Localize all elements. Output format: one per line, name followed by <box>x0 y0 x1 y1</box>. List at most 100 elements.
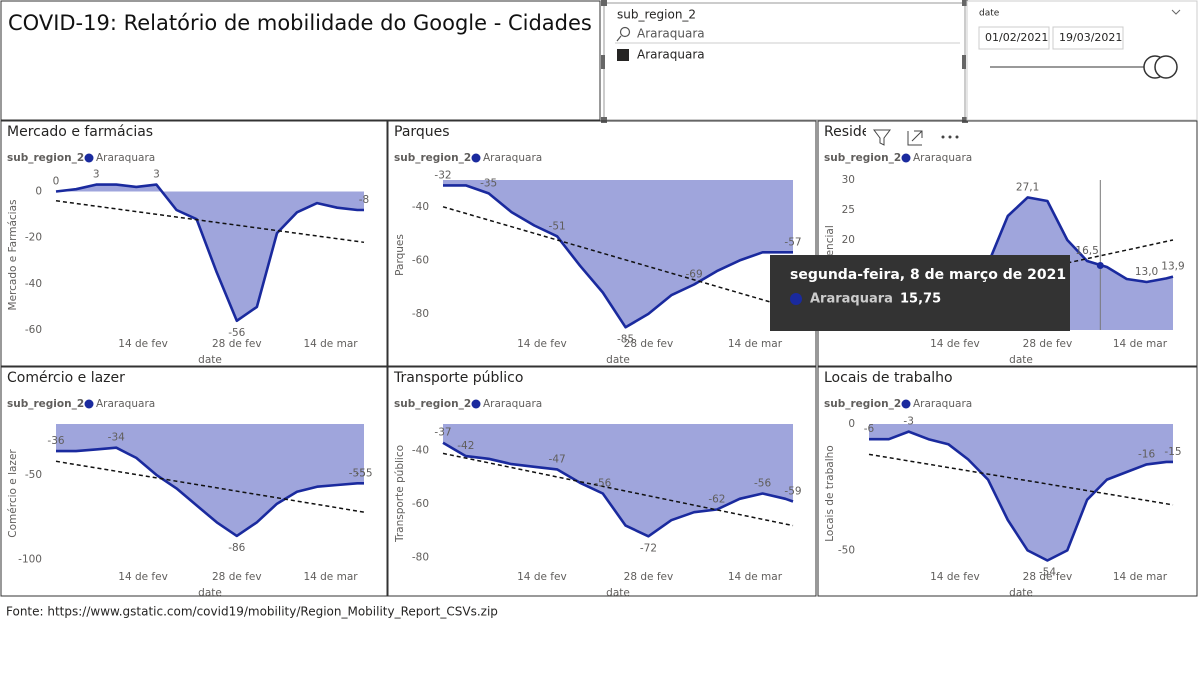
footer-source: Fonte: https://www.gstatic.com/covid19/m… <box>6 605 498 619</box>
x-tick-label: 14 de fev <box>930 571 980 583</box>
chart-title: Transporte público <box>393 370 523 386</box>
chevron[interactable] <box>1171 9 1181 15</box>
y-tick-label: -50 <box>25 469 42 481</box>
legend-title: sub_region_2 <box>7 398 84 410</box>
area <box>869 424 1173 561</box>
y-tick-label: -80 <box>412 552 429 564</box>
slicer-checkbox[interactable] <box>617 49 629 61</box>
panels <box>0 120 1198 597</box>
end-date[interactable]: 19/03/2021 <box>1059 31 1122 44</box>
trend-line <box>442 452 794 527</box>
y-tick-label: 20 <box>842 234 855 246</box>
data-label: -55 <box>355 467 372 479</box>
y-tick-label: -100 <box>18 554 42 566</box>
data-label: -56 <box>228 327 245 339</box>
x-tick-label: 14 de mar <box>728 571 783 583</box>
legend-title: sub_region_2 <box>394 398 471 410</box>
y-tick-label: -40 <box>412 201 429 213</box>
search-icon-handle <box>616 35 622 42</box>
data-label: -16 <box>1138 448 1155 460</box>
data-label: -56 <box>594 478 611 490</box>
legend-entry: Araraquara <box>96 152 155 164</box>
y-tick-label: -60 <box>25 324 42 336</box>
tooltip-title: segunda-feira, 8 de março de 2021 <box>790 267 1066 283</box>
legend-swatch <box>901 153 911 163</box>
area <box>443 424 793 537</box>
slider-handle[interactable] <box>1154 55 1178 79</box>
slicer-item[interactable]: Araraquara <box>637 48 705 62</box>
legend-entry: Araraquara <box>483 152 542 164</box>
data-label: -54 <box>1039 566 1056 578</box>
legend-title: sub_region_2 <box>824 398 901 410</box>
x-axis-title: date <box>198 587 222 599</box>
x-axis-title: date <box>1009 354 1033 366</box>
start-date-box[interactable] <box>978 26 1050 50</box>
chart-title: Locais de trabalho <box>824 370 953 386</box>
legend-swatch <box>901 399 911 409</box>
chart-title: Mercado e farmácias <box>7 124 153 140</box>
data-label: -8 <box>359 194 369 206</box>
y-tick-label: 0 <box>848 418 855 430</box>
filter-icon[interactable] <box>873 129 891 146</box>
legend-title: sub_region_2 <box>7 152 84 164</box>
tooltip-value: 15,75 <box>900 292 941 307</box>
data-label: -15 <box>1164 446 1181 458</box>
search-icon <box>619 26 631 38</box>
end-date-box[interactable] <box>1052 26 1124 50</box>
line <box>443 184 793 329</box>
line <box>55 183 364 323</box>
data-label: -37 <box>434 427 451 439</box>
page-title: COVID-19: Relatório de mobilidade do Goo… <box>8 11 592 35</box>
tooltip-series: Araraquara <box>810 292 893 307</box>
trend-line <box>868 453 1174 506</box>
visual-header-icons <box>866 124 966 146</box>
x-tick-label: 28 de fev <box>624 571 674 583</box>
data-label: -34 <box>108 432 125 444</box>
slicer-handles <box>601 0 968 123</box>
legend-swatch <box>84 153 94 163</box>
data-label: -72 <box>640 542 657 554</box>
legend-swatch <box>84 399 94 409</box>
y-tick-label: 30 <box>842 174 855 186</box>
x-tick-label: 14 de mar <box>303 338 358 350</box>
focus-icon[interactable] <box>907 130 923 146</box>
start-date[interactable]: 01/02/2021 <box>985 31 1048 44</box>
y-tick-label: 0 <box>35 186 42 198</box>
data-label: -86 <box>228 542 245 554</box>
area <box>56 424 364 536</box>
more-icon[interactable] <box>941 135 959 139</box>
slicer-search[interactable]: Araraquara <box>637 27 705 41</box>
x-tick-label: 14 de mar <box>1113 571 1168 583</box>
data-label: -47 <box>549 453 566 465</box>
y-axis-title: Comércio e lazer <box>7 449 19 538</box>
y-tick-label: 25 <box>842 204 855 216</box>
data-label: 16,5 <box>1075 245 1098 257</box>
area <box>443 180 793 328</box>
data-label: -59 <box>784 486 801 498</box>
data-label: -51 <box>549 220 566 232</box>
x-tick-label: 14 de fev <box>517 571 567 583</box>
x-tick-label: 14 de mar <box>303 571 358 583</box>
x-tick-label: 28 de fev <box>1023 571 1073 583</box>
y-tick-label: -40 <box>412 445 429 457</box>
data-label: -85 <box>617 333 634 345</box>
trend-line <box>442 206 794 310</box>
trend-line <box>55 200 365 244</box>
x-tick-label: 28 de fev <box>212 338 262 350</box>
data-label: 13,0 <box>1135 266 1158 278</box>
y-tick-label: -60 <box>412 254 429 266</box>
legend-entry: Araraquara <box>913 152 972 164</box>
trend-line <box>55 460 365 513</box>
data-label: -55 <box>349 467 366 479</box>
data-label: -3 <box>903 416 913 428</box>
data-label: -56 <box>754 478 771 490</box>
tooltip-point <box>1096 262 1104 269</box>
region-slicer[interactable] <box>603 2 966 121</box>
chart-title: Comércio e lazer <box>7 370 125 386</box>
data-label: 3 <box>153 169 160 181</box>
x-axis-title: date <box>1009 587 1033 599</box>
tooltip-box <box>770 255 1070 331</box>
line <box>442 441 794 538</box>
x-axis-title: date <box>606 354 630 366</box>
